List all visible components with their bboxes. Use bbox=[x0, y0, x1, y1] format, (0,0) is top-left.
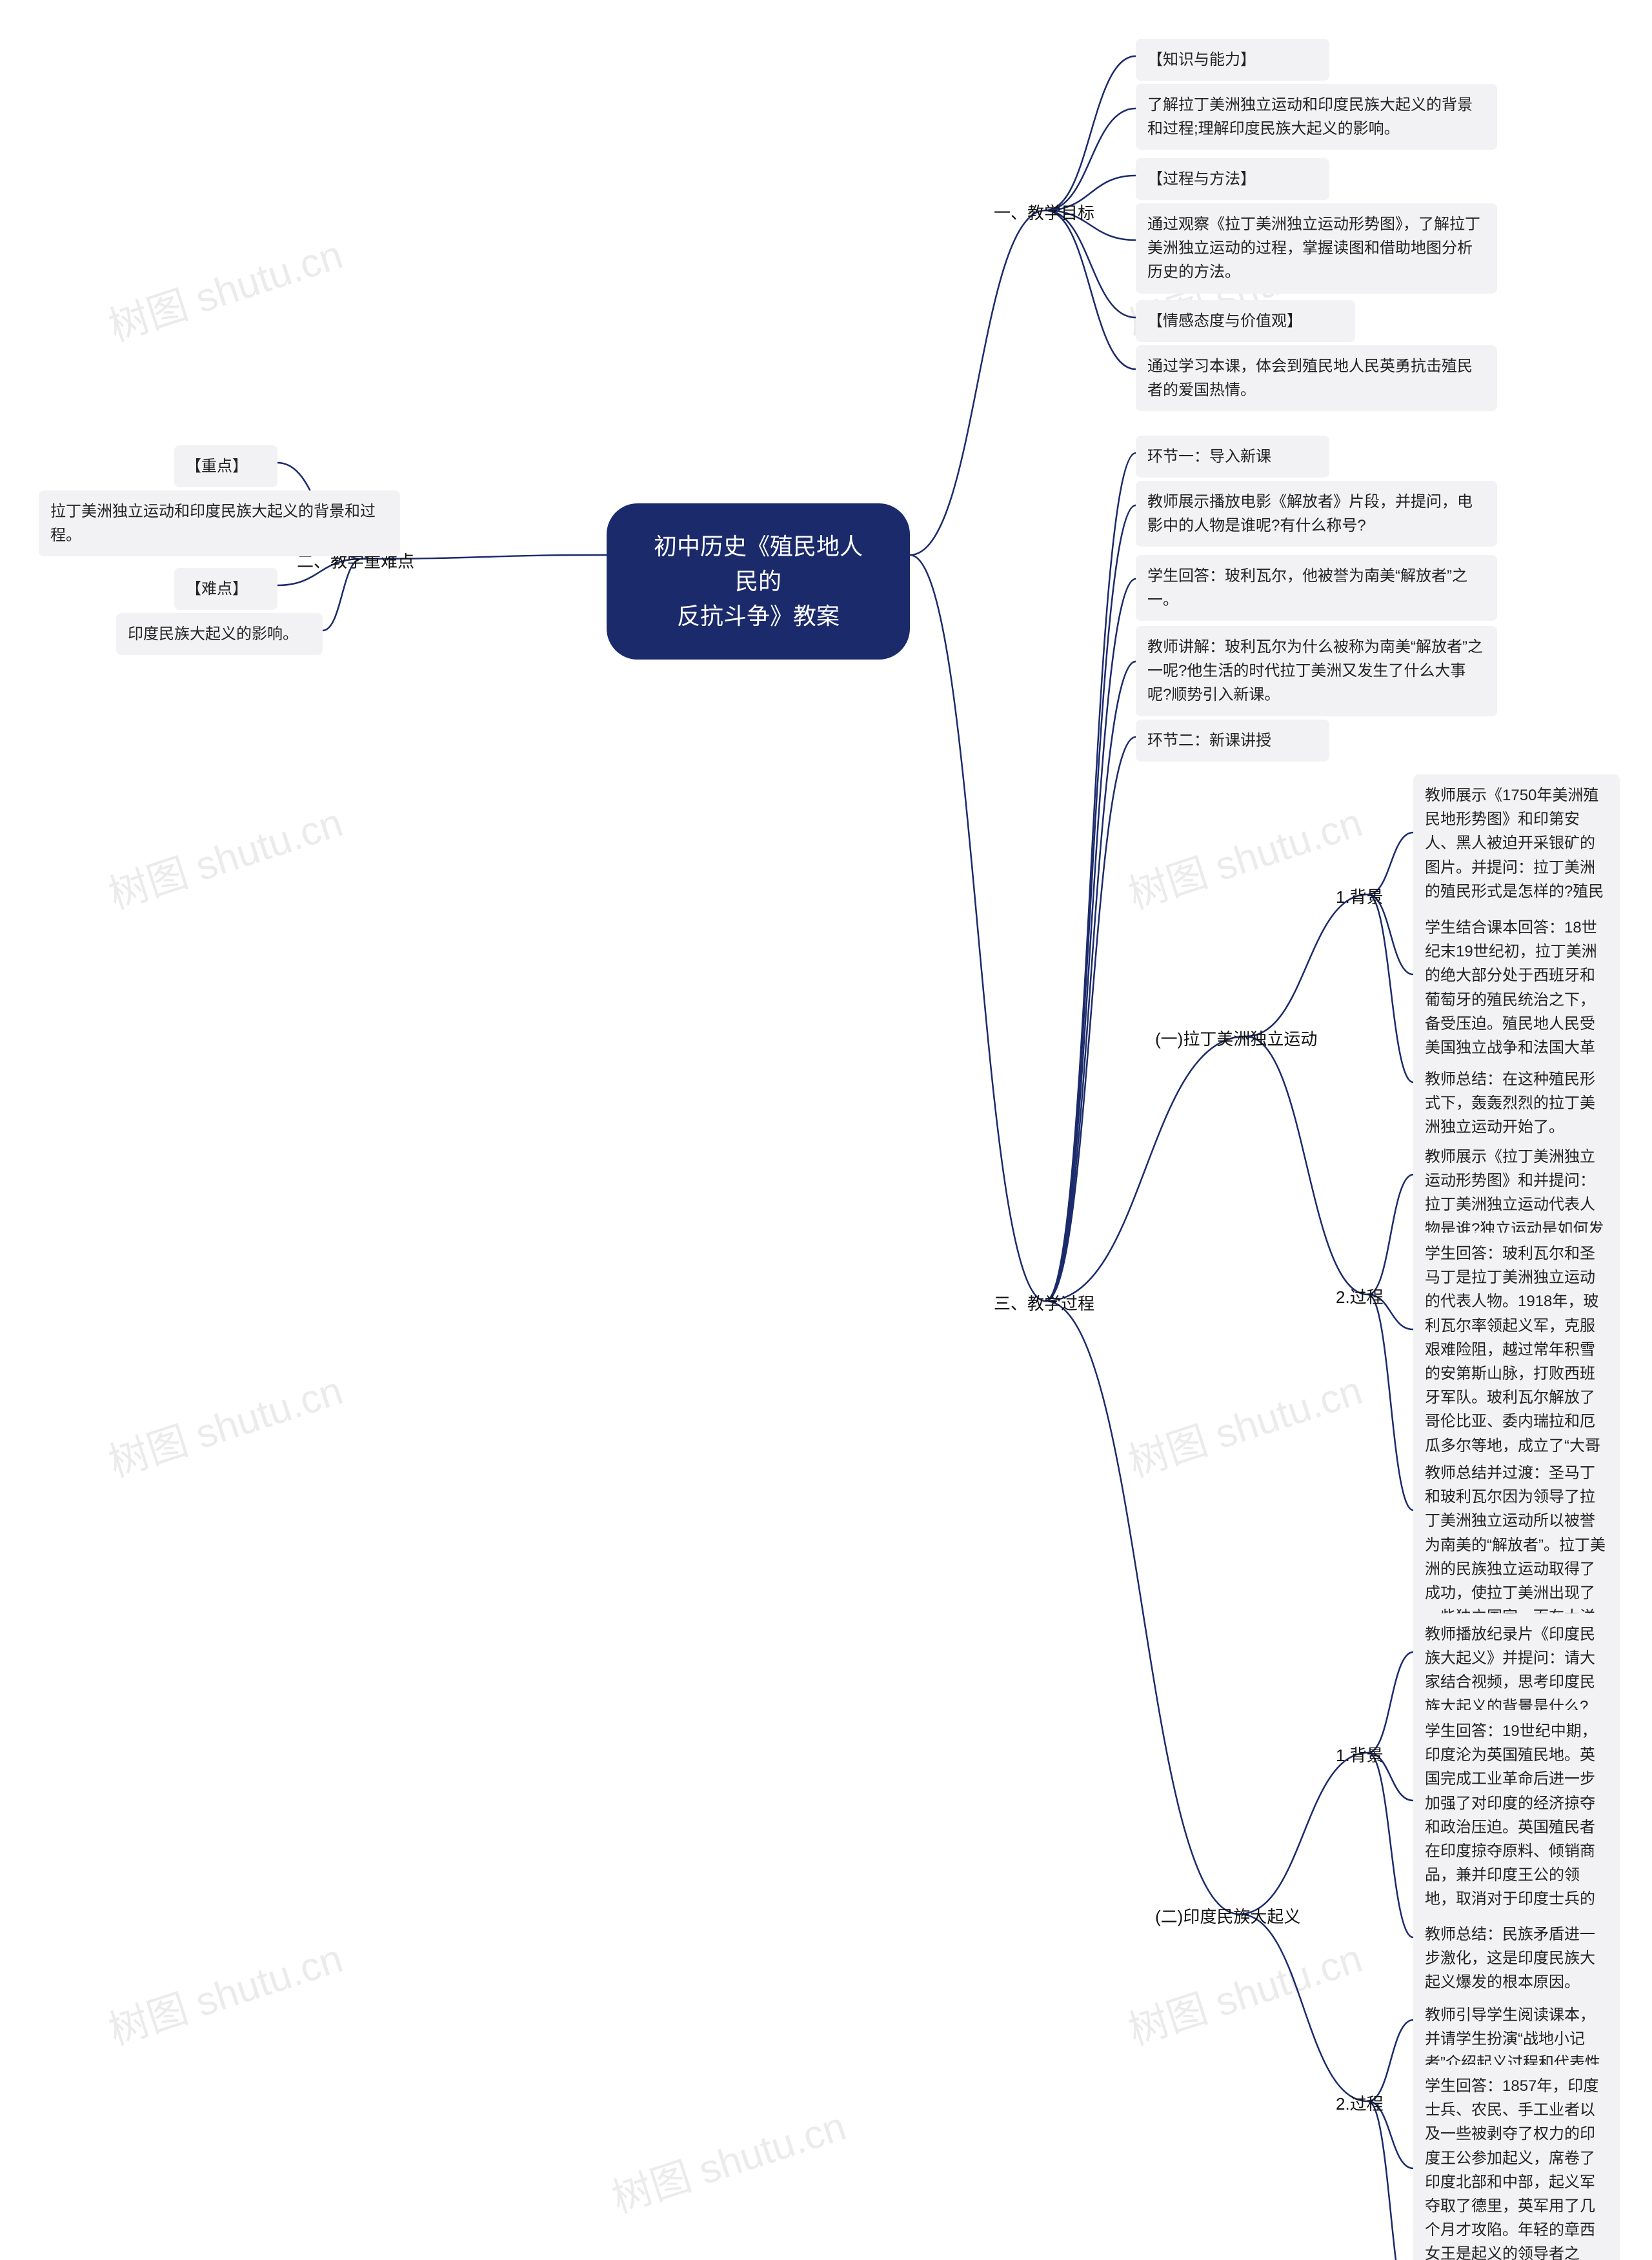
root-line1: 初中历史《殖民地人民的 bbox=[654, 533, 863, 594]
watermark: 树图 shutu.cn bbox=[100, 222, 348, 352]
sectionB-sub2-item: 学生回答：1857年，印度士兵、农民、手工业者以及一些被剥夺了权力的印度王公参加… bbox=[1413, 2065, 1620, 2260]
sectionB-sub2-label: 2.过程 bbox=[1336, 2091, 1384, 2115]
branch3-intro: 环节一：导入新课 bbox=[1136, 436, 1329, 478]
watermark: 树图 shutu.cn bbox=[100, 1358, 348, 1488]
branch1-item: 了解拉丁美洲独立运动和印度民族大起义的背景和过程;理解印度民族大起义的影响。 bbox=[1136, 84, 1497, 150]
watermark: 树图 shutu.cn bbox=[100, 790, 348, 920]
watermark: 树图 shutu.cn bbox=[1120, 790, 1368, 920]
branch1-item: 通过观察《拉丁美洲独立运动形势图》，了解拉丁美洲独立运动的过程，掌握读图和借助地… bbox=[1136, 203, 1497, 294]
sectionB-sub1-item: 教师总结：民族矛盾进一步激化，这是印度民族大起义爆发的根本原因。 bbox=[1413, 1913, 1620, 2004]
sectionA-label: (一)拉丁美洲独立运动 bbox=[1155, 1026, 1317, 1050]
branch1-item: 通过学习本课，体会到殖民地人民英勇抗击殖民者的爱国热情。 bbox=[1136, 345, 1497, 411]
watermark: 树图 shutu.cn bbox=[603, 2094, 852, 2224]
branch2-item: 印度民族大起义的影响。 bbox=[116, 613, 323, 655]
branch3-intro: 学生回答：玻利瓦尔，他被誉为南美“解放者”之一。 bbox=[1136, 555, 1497, 621]
branch2-item: 【重点】 bbox=[174, 445, 277, 487]
sectionB-sub1-label: 1.背景 bbox=[1336, 1742, 1384, 1766]
branch3-intro: 教师展示播放电影《解放者》片段，并提问，电影中的人物是谁呢?有什么称号? bbox=[1136, 481, 1497, 547]
branch1-item: 【情感态度与价值观】 bbox=[1136, 300, 1355, 342]
sectionB-label: (二)印度民族大起义 bbox=[1155, 1904, 1300, 1928]
edge-layer bbox=[0, 0, 1652, 2260]
branch1-item: 【过程与方法】 bbox=[1136, 158, 1329, 200]
watermark: 树图 shutu.cn bbox=[1120, 1926, 1368, 2056]
watermark: 树图 shutu.cn bbox=[100, 1926, 348, 2056]
sectionA-sub2-label: 2.过程 bbox=[1336, 1284, 1384, 1308]
sectionA-sub1-label: 1.背景 bbox=[1336, 884, 1384, 908]
sectionA-sub1-item: 教师总结：在这种殖民形式下，轰轰烈烈的拉丁美洲独立运动开始了。 bbox=[1413, 1058, 1620, 1149]
branch3-label: 三、教学过程 bbox=[994, 1291, 1094, 1315]
branch2-item: 拉丁美洲独立运动和印度民族大起义的背景和过程。 bbox=[39, 490, 400, 556]
root-node: 初中历史《殖民地人民的 反抗斗争》教案 bbox=[607, 503, 910, 660]
branch3-intro: 教师讲解：玻利瓦尔为什么被称为南美“解放者”之一呢?他生活的时代拉丁美洲又发生了… bbox=[1136, 626, 1497, 716]
branch2-item: 【难点】 bbox=[174, 568, 277, 610]
watermark: 树图 shutu.cn bbox=[1120, 1358, 1368, 1488]
root-line2: 反抗斗争》教案 bbox=[677, 603, 840, 629]
branch1-label: 一、教学目标 bbox=[994, 200, 1094, 224]
branch3-intro: 环节二：新课讲授 bbox=[1136, 720, 1329, 762]
branch1-item: 【知识与能力】 bbox=[1136, 39, 1329, 81]
